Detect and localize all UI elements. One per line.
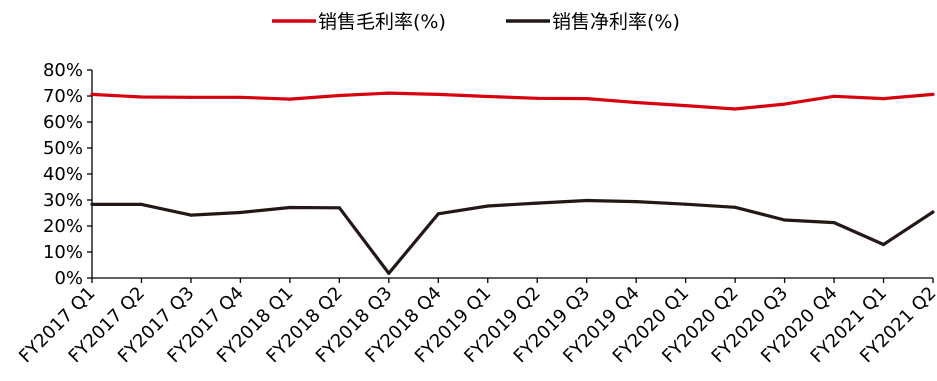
series-0-point [832,94,836,98]
series-0-point [881,97,886,101]
series-0-point [585,97,589,101]
y-tick-label: 80% [43,60,83,81]
series-0-point [486,94,490,99]
series-1-point [486,204,490,208]
series-0-point [931,92,935,96]
series-0-point [189,95,193,99]
series-1-point [139,202,144,206]
series-0-point [436,92,440,96]
series-0-point [634,100,638,105]
series-0-point [535,96,539,100]
y-tick-label: 70% [43,86,83,107]
series-1-point [337,206,341,210]
series-1-point [90,202,94,206]
y-tick-label: 20% [43,216,83,237]
y-tick-label: 30% [43,190,83,211]
series-layer [90,91,935,275]
series-0-point [238,95,242,99]
series-0-point [387,91,391,95]
series-0-point [684,104,688,108]
legend-label-0: 销售毛利率(%) [318,11,446,33]
series-1-point [535,201,539,205]
series-0-point [139,95,144,99]
series-1-point [783,218,787,222]
legend: 销售毛利率(%) 销售净利率(%) [272,11,680,33]
series-0-point [90,92,94,96]
series-0-point [288,97,292,101]
series-line-0 [91,91,934,111]
legend-label-1: 销售净利率(%) [552,11,680,33]
series-1-point [733,205,737,209]
series-1-point [436,212,440,216]
series-1-point [684,202,688,206]
series-1-point [288,205,292,210]
series-1-point [881,242,886,247]
series-0-point [783,102,787,106]
series-1-point [387,271,391,275]
series-1-point [238,210,242,215]
series-1-point [832,221,836,225]
series-0-point [733,107,737,111]
y-tick-label: 50% [43,138,83,159]
y-tick-label: 10% [43,242,83,263]
y-axis: 0% 10% 20% 30% 40% 50% 60% 70% 80% [43,60,93,289]
series-1-point [585,198,589,203]
series-1-point [189,213,193,217]
series-line-1 [92,198,934,275]
y-tick-label: 60% [43,112,83,133]
series-1-point [634,200,638,204]
y-tick-label: 0% [54,268,83,289]
series-0-point [337,93,341,98]
series-1-point [931,210,935,214]
y-tick-label: 40% [43,164,83,185]
